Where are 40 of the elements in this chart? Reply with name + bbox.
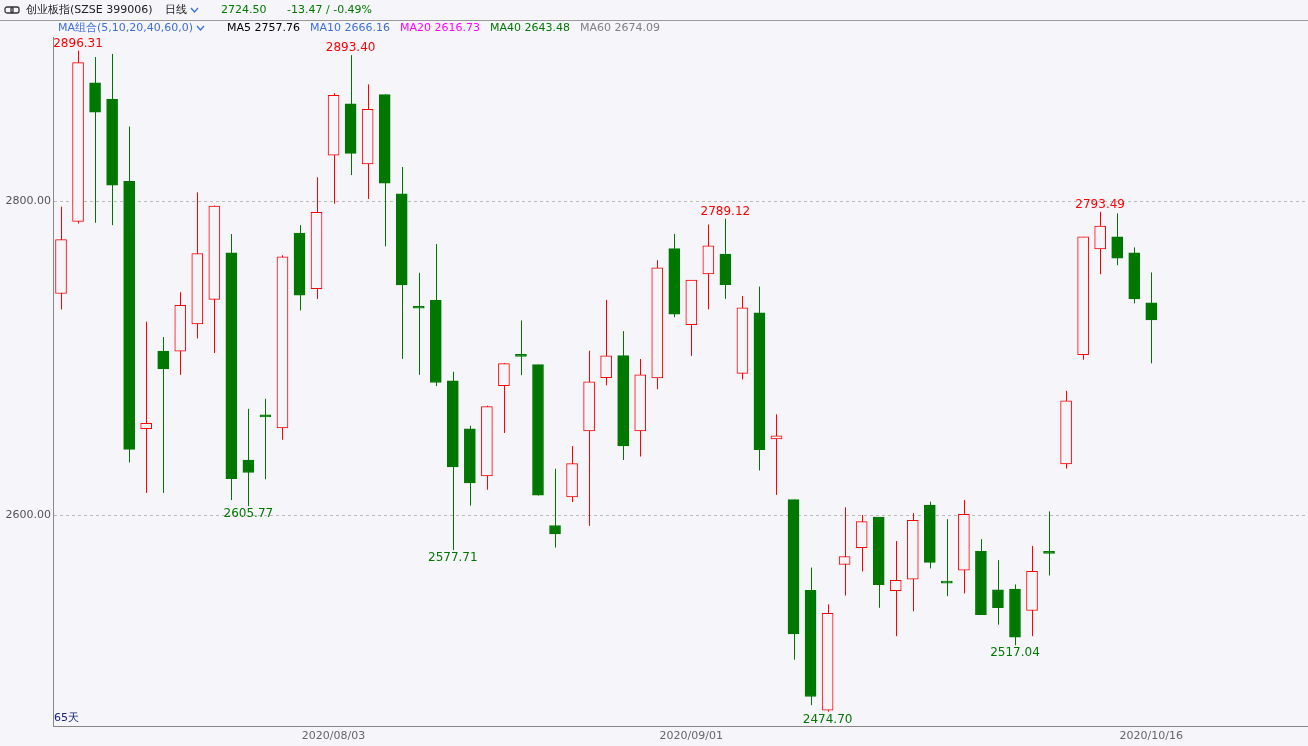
annotation: 2793.49 (1075, 196, 1125, 211)
candlestick (1094, 211, 1106, 275)
candlestick (1111, 212, 1124, 266)
text: -13.47 / -0.49% (287, 3, 373, 17)
annotation: 65天 (54, 711, 79, 725)
annotation: 2896.31 (53, 35, 103, 50)
candlestick (515, 319, 527, 376)
candlestick (1145, 271, 1158, 364)
text: MA40 2643.48 (490, 21, 570, 35)
candlestick (242, 408, 255, 507)
text: MA5 2757.76 (227, 21, 300, 35)
candlestick (941, 518, 953, 597)
text: 2724.50 (221, 3, 267, 17)
text: MA20 2616.73 (400, 21, 480, 35)
candlestick (412, 272, 425, 376)
text: MA组合(5,10,20,40,60,0) (58, 21, 194, 35)
x-tick-label: 2020/09/01 (659, 729, 724, 743)
candlestick (600, 299, 612, 386)
annotation: 2577.71 (428, 550, 478, 565)
text: MA60 2674.09 (580, 21, 660, 35)
text: MA10 2666.16 (310, 21, 390, 35)
y-tick-label: 2800.00 (5, 194, 51, 208)
chart-title: 创业板指(SZSE 399006) (26, 3, 153, 17)
candlestick (889, 540, 902, 637)
x-tick-label: 2020/08/03 (301, 729, 366, 743)
x-tick-label: 2020/10/16 (1119, 729, 1183, 743)
candlestick (157, 336, 170, 494)
candlestick (549, 468, 561, 549)
annotation: 2789.12 (700, 203, 751, 218)
candlestick (838, 506, 851, 597)
y-tick-label: 2600.00 (5, 508, 51, 522)
annotation: 2605.77 (223, 506, 274, 521)
candlestick (1043, 510, 1055, 577)
annotation: 2474.70 (802, 711, 853, 726)
candlestick (498, 362, 510, 434)
text: 日线 (165, 3, 187, 17)
candlestick (140, 321, 153, 494)
annotation: 2893.40 (325, 40, 376, 55)
annotation: 2517.04 (990, 645, 1040, 660)
candlestick (259, 398, 272, 480)
